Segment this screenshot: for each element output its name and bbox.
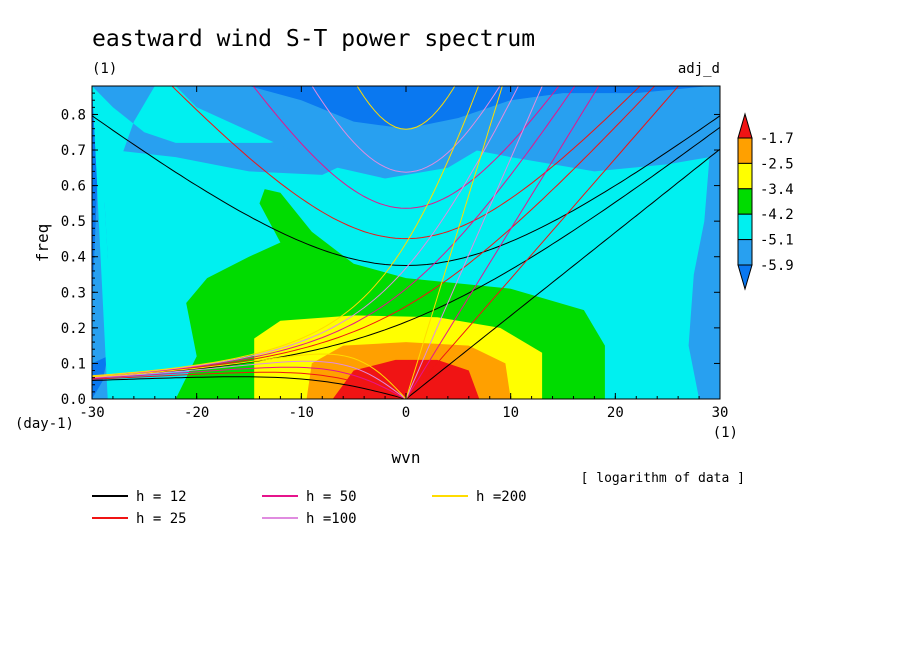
rossby-curve-h12: [92, 376, 407, 399]
y-tick-label: 0.0: [61, 392, 86, 408]
kelvin-curve-h200: [405, 86, 503, 399]
colorbar-label: -5.9: [760, 258, 794, 274]
colorbar-label: -1.7: [760, 131, 794, 147]
chart-subtitle: (1): [92, 61, 117, 77]
y-tick-label: 0.8: [61, 107, 86, 123]
colorbar-min-arrow: [737, 264, 753, 291]
colorbar-label: -3.4: [760, 182, 794, 198]
kelvin-curve-h100: [405, 86, 543, 399]
y-tick-label: 0.7: [61, 143, 86, 159]
y-tick-label: 0.3: [61, 285, 86, 301]
mrg-curve-h100: [92, 86, 519, 377]
rossby-curve-h25: [92, 371, 407, 399]
contour-band-deep-blue: [249, 86, 720, 129]
mrg-curve-h200: [92, 86, 480, 377]
rossby-curve-h100: [92, 360, 407, 399]
y-tick-label: 0.4: [61, 250, 86, 266]
ig-curve-h50: [252, 86, 560, 209]
data-note: [ logarithm of data ]: [581, 471, 745, 486]
legend-label: h =100: [306, 511, 357, 527]
curve-legend: h = 12 h = 25 h = 50 h =100 h =200: [92, 489, 527, 527]
ig-curve-h25: [171, 86, 641, 240]
x-axis: -30 -20 -10 0 10 20 30: [79, 86, 728, 421]
x-tick-label: -10: [289, 405, 314, 421]
y-tick-label: 0.5: [61, 214, 86, 230]
colorbar-swatch: [737, 162, 753, 190]
legend-label: h = 50: [306, 489, 357, 505]
mrg-curve-h12: [92, 126, 720, 378]
x-tick-label: 20: [607, 405, 624, 421]
rossby-curve-h200: [92, 353, 407, 399]
colorbar-label: -2.5: [760, 156, 794, 172]
x-tick-label: 10: [502, 405, 519, 421]
colorbar-swatch: [737, 137, 753, 164]
kelvin-curve-h50: [405, 86, 600, 399]
ig-curve-h200: [356, 86, 456, 130]
x-unit-label: (1): [713, 425, 738, 441]
colorbar-swatch: [737, 213, 753, 241]
y-tick-label: 0.6: [61, 179, 86, 195]
ig-curve-h12: [92, 115, 720, 267]
x-tick-label: 30: [712, 405, 729, 421]
y-tick-label: 0.2: [61, 321, 86, 337]
mrg-curve-h25: [92, 86, 656, 378]
legend-label: h = 25: [136, 511, 187, 527]
x-tick-label: -30: [79, 405, 104, 421]
kelvin-curve-h12: [405, 148, 720, 399]
x-tick-label: 0: [402, 405, 410, 421]
y-unit-label: (day-1): [15, 416, 74, 432]
x-tick-label: -20: [184, 405, 209, 421]
kelvin-curve-h25: [405, 86, 680, 399]
legend-label: h = 12: [136, 489, 187, 505]
colorbar: -1.7 -2.5 -3.4 -4.2 -5.1 -5.9: [737, 112, 794, 291]
y-axis: 0.0 0.1 0.2 0.3 0.4 0.5 0.6 0.7 0.8: [61, 92, 720, 408]
y-axis-label: freq: [33, 224, 52, 263]
colorbar-swatch: [737, 239, 753, 266]
mrg-curve-h50: [92, 86, 576, 377]
colorbar-max-arrow: [737, 112, 753, 139]
ig-curve-h100: [311, 86, 501, 173]
colorbar-label: -4.2: [760, 207, 794, 223]
y-tick-label: 0.1: [61, 356, 86, 372]
contour-band-blue-edge: [92, 86, 98, 311]
chart-tag: adj_d: [678, 61, 720, 77]
rossby-curve-h50: [92, 366, 407, 399]
colorbar-swatch: [737, 188, 753, 215]
x-axis-label: wvn: [392, 448, 421, 467]
legend-label: h =200: [476, 489, 527, 505]
colorbar-label: -5.1: [760, 233, 794, 249]
chart-title: eastward wind S-T power spectrum: [92, 26, 535, 52]
dispersion-curves: [92, 86, 720, 399]
